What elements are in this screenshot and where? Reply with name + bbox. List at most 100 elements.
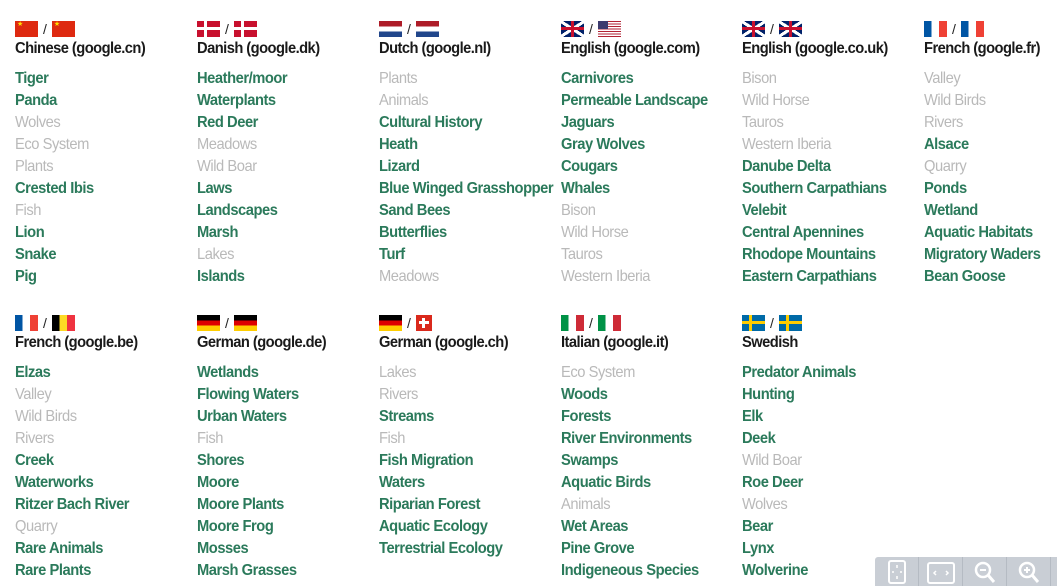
keyword-item[interactable]: Hunting: [742, 386, 795, 403]
keyword-item[interactable]: Plants: [379, 70, 418, 87]
keyword-item[interactable]: Animals: [379, 92, 429, 109]
keyword-item[interactable]: Animals: [561, 496, 611, 513]
keyword-item[interactable]: Wild Horse: [561, 224, 629, 241]
keyword-item[interactable]: Rhodope Mountains: [742, 246, 876, 263]
keyword-item[interactable]: Eco System: [561, 364, 635, 381]
keyword-item[interactable]: Predator Animals: [742, 364, 856, 381]
keyword-item[interactable]: Bear: [742, 518, 773, 535]
keyword-item[interactable]: Wolves: [742, 496, 788, 513]
keyword-item[interactable]: Streams: [379, 408, 434, 425]
keyword-item[interactable]: Western Iberia: [742, 136, 832, 153]
keyword-item[interactable]: Aquatic Ecology: [379, 518, 488, 535]
keyword-item[interactable]: Valley: [15, 386, 52, 403]
keyword-item[interactable]: Wild Horse: [742, 92, 810, 109]
keyword-item[interactable]: Fish: [15, 202, 41, 219]
keyword-item[interactable]: Terrestrial Ecology: [379, 540, 503, 557]
keyword-item[interactable]: Cougars: [561, 158, 618, 175]
keyword-item[interactable]: Turf: [379, 246, 405, 263]
keyword-item[interactable]: Islands: [197, 268, 245, 285]
keyword-item[interactable]: Heath: [379, 136, 418, 153]
keyword-item[interactable]: Alsace: [924, 136, 969, 153]
keyword-item[interactable]: Western Iberia: [561, 268, 651, 285]
keyword-item[interactable]: Eco System: [15, 136, 89, 153]
keyword-item[interactable]: Fish: [197, 430, 223, 447]
keyword-item[interactable]: Panda: [15, 92, 57, 109]
keyword-item[interactable]: Snake: [15, 246, 57, 263]
keyword-item[interactable]: Bean Goose: [924, 268, 1006, 285]
keyword-item[interactable]: Central Apennines: [742, 224, 864, 241]
keyword-item[interactable]: Butterflies: [379, 224, 447, 241]
keyword-item[interactable]: Wetland: [924, 202, 978, 219]
keyword-item[interactable]: Lynx: [742, 540, 774, 557]
keyword-item[interactable]: River Environments: [561, 430, 692, 447]
keyword-item[interactable]: Wild Birds: [15, 408, 77, 425]
keyword-item[interactable]: Roe Deer: [742, 474, 803, 491]
keyword-item[interactable]: Quarry: [15, 518, 58, 535]
keyword-item[interactable]: Pig: [15, 268, 37, 285]
keyword-item[interactable]: Quarry: [924, 158, 967, 175]
keyword-item[interactable]: Red Deer: [197, 114, 258, 131]
keyword-item[interactable]: Riparian Forest: [379, 496, 481, 513]
keyword-item[interactable]: Eastern Carpathians: [742, 268, 877, 285]
keyword-item[interactable]: Rare Animals: [15, 540, 104, 557]
keyword-item[interactable]: Moore Plants: [197, 496, 284, 513]
keyword-item[interactable]: Marsh: [197, 224, 239, 241]
zoom-out-button[interactable]: [963, 557, 1007, 586]
keyword-item[interactable]: Gray Wolves: [561, 136, 645, 153]
keyword-item[interactable]: Moore Frog: [197, 518, 274, 535]
keyword-item[interactable]: Tauros: [561, 246, 603, 263]
keyword-item[interactable]: Elk: [742, 408, 763, 425]
keyword-item[interactable]: Meadows: [379, 268, 439, 285]
keyword-item[interactable]: Landscapes: [197, 202, 278, 219]
keyword-item[interactable]: Danube Delta: [742, 158, 831, 175]
keyword-item[interactable]: Forests: [561, 408, 611, 425]
keyword-item[interactable]: Indigeneous Species: [561, 562, 699, 579]
keyword-item[interactable]: Wet Areas: [561, 518, 629, 535]
keyword-item[interactable]: Aquatic Birds: [561, 474, 651, 491]
keyword-item[interactable]: Plants: [15, 158, 54, 175]
keyword-item[interactable]: Lion: [15, 224, 45, 241]
keyword-item[interactable]: Migratory Waders: [924, 246, 1041, 263]
keyword-item[interactable]: Wetlands: [197, 364, 259, 381]
keyword-item[interactable]: Waterworks: [15, 474, 94, 491]
keyword-item[interactable]: Aquatic Habitats: [924, 224, 1033, 241]
keyword-item[interactable]: Wild Birds: [924, 92, 986, 109]
keyword-item[interactable]: Deek: [742, 430, 776, 447]
keyword-item[interactable]: Carnivores: [561, 70, 634, 87]
keyword-item[interactable]: Shores: [197, 452, 245, 469]
keyword-item[interactable]: Fish: [379, 430, 405, 447]
keyword-item[interactable]: Meadows: [197, 136, 257, 153]
keyword-item[interactable]: Wild Boar: [742, 452, 802, 469]
fit-width-button[interactable]: [919, 557, 963, 586]
keyword-item[interactable]: Flowing Waters: [197, 386, 299, 403]
keyword-item[interactable]: Woods: [561, 386, 608, 403]
keyword-item[interactable]: Rivers: [379, 386, 418, 403]
keyword-item[interactable]: Heather/moor: [197, 70, 288, 87]
keyword-item[interactable]: Cultural History: [379, 114, 483, 131]
keyword-item[interactable]: Tauros: [742, 114, 784, 131]
keyword-item[interactable]: Wolverine: [742, 562, 808, 579]
keyword-item[interactable]: Sand Bees: [379, 202, 451, 219]
keyword-item[interactable]: Urban Waters: [197, 408, 287, 425]
keyword-item[interactable]: Ritzer Bach River: [15, 496, 130, 513]
keyword-item[interactable]: Whales: [561, 180, 610, 197]
keyword-item[interactable]: Mosses: [197, 540, 249, 557]
keyword-item[interactable]: Crested Ibis: [15, 180, 94, 197]
keyword-item[interactable]: Permeable Landscape: [561, 92, 708, 109]
keyword-item[interactable]: Laws: [197, 180, 232, 197]
keyword-item[interactable]: Pine Grove: [561, 540, 635, 557]
keyword-item[interactable]: Elzas: [15, 364, 51, 381]
keyword-item[interactable]: Fish Migration: [379, 452, 474, 469]
keyword-item[interactable]: Ponds: [924, 180, 967, 197]
fit-screen-button[interactable]: [875, 557, 919, 586]
keyword-item[interactable]: Rare Plants: [15, 562, 91, 579]
keyword-item[interactable]: Valley: [924, 70, 961, 87]
keyword-item[interactable]: Southern Carpathians: [742, 180, 887, 197]
keyword-item[interactable]: Lakes: [197, 246, 234, 263]
keyword-item[interactable]: Tiger: [15, 70, 49, 87]
keyword-item[interactable]: Rivers: [15, 430, 54, 447]
keyword-item[interactable]: Marsh Grasses: [197, 562, 297, 579]
keyword-item[interactable]: Waters: [379, 474, 425, 491]
keyword-item[interactable]: Moore: [197, 474, 239, 491]
keyword-item[interactable]: Wolves: [15, 114, 61, 131]
